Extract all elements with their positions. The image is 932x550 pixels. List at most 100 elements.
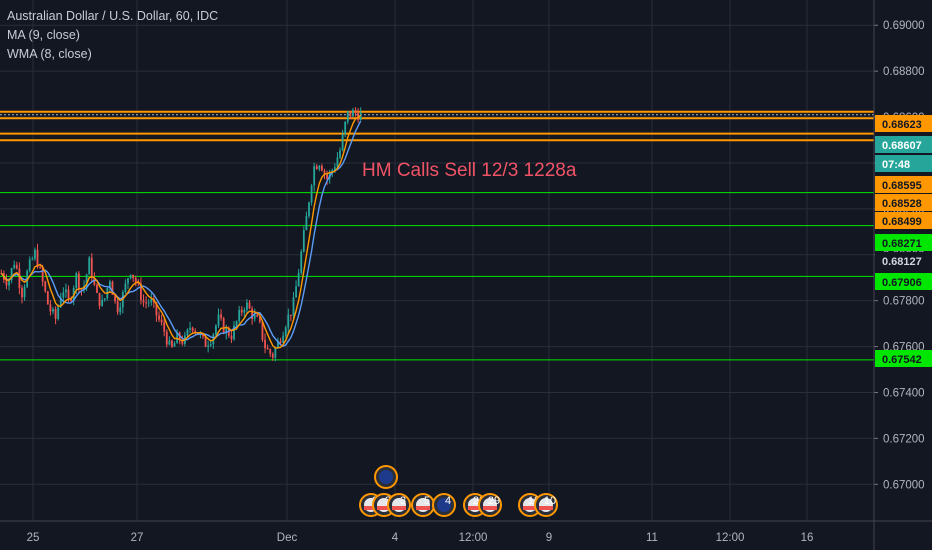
- candle-body: [318, 165, 321, 170]
- candle-body: [93, 277, 96, 285]
- price-tag-bg: [875, 155, 932, 172]
- candle-body: [165, 331, 168, 345]
- y-tick-label: 0.69000: [883, 20, 925, 32]
- candle-body: [114, 295, 116, 302]
- candle-body: [13, 264, 16, 269]
- y-tick-label: 0.67400: [883, 387, 925, 399]
- us-flag-stripe: [416, 506, 430, 510]
- au-flag-icon: [437, 498, 451, 512]
- horizontal-levels[interactable]: [0, 110, 874, 361]
- candle-body: [34, 249, 36, 259]
- candle-body: [289, 314, 292, 316]
- candle-body: [65, 289, 67, 293]
- candle-body: [186, 329, 189, 336]
- x-tick-label: 25: [27, 532, 40, 544]
- candle-body: [354, 109, 357, 114]
- wma-indicator-label[interactable]: WMA (8, close): [7, 47, 92, 61]
- candle-body: [352, 109, 354, 117]
- candle-body: [331, 170, 334, 172]
- candle-body: [279, 340, 282, 343]
- candle-body: [129, 274, 132, 279]
- price-tag-label: 0.68271: [882, 238, 922, 250]
- candle-body: [359, 112, 362, 120]
- candle-body: [147, 302, 150, 304]
- x-tick-label: 12:00: [716, 532, 745, 544]
- candle-body: [233, 325, 235, 340]
- candle-body: [261, 321, 264, 340]
- candle-body: [284, 327, 287, 336]
- candle-body: [44, 281, 47, 292]
- candle-body: [67, 289, 70, 299]
- chart-grid: [0, 0, 874, 521]
- candle-body: [8, 280, 10, 286]
- us-flag-stripe: [377, 506, 391, 510]
- ma-indicator-label[interactable]: MA (9, close): [7, 28, 80, 42]
- us-flag-stripe: [364, 506, 378, 510]
- event-count: 29: [488, 495, 500, 507]
- price-tag-label: 0.67906: [882, 277, 922, 289]
- candle-body: [21, 288, 23, 298]
- candle-body: [103, 298, 106, 300]
- candle-body: [341, 134, 344, 151]
- candle-body: [204, 336, 207, 347]
- candle-body: [137, 282, 140, 284]
- x-tick-label: 4: [392, 532, 399, 544]
- price-tag-label: 0.68127: [882, 256, 922, 268]
- moving-average-lines: [0, 114, 362, 349]
- symbol-title[interactable]: Australian Dollar / U.S. Dollar, 60, IDC: [7, 9, 219, 23]
- price-tag-label: 07:48: [882, 159, 910, 171]
- candle-body: [215, 325, 217, 335]
- candle-body: [253, 314, 256, 319]
- x-tick-label: 11: [646, 532, 658, 544]
- chart-annotation[interactable]: HM Calls Sell 12/3 1228a: [362, 160, 577, 181]
- candle-body: [251, 308, 254, 319]
- candle-body: [160, 319, 163, 323]
- candle-body: [217, 314, 220, 326]
- y-tick-label: 0.68800: [883, 66, 925, 78]
- y-tick-label: 0.67200: [883, 433, 925, 445]
- candle-body: [271, 353, 274, 358]
- price-tag-label: 0.68623: [882, 119, 922, 131]
- price-tag-bg: [875, 273, 932, 290]
- event-count: 5: [424, 495, 430, 507]
- price-tag-label: 0.68607: [882, 140, 922, 152]
- candle-body: [349, 111, 352, 117]
- wma-line: [0, 114, 362, 349]
- candle-body: [88, 257, 91, 275]
- candle-body: [302, 230, 305, 252]
- candle-body: [269, 349, 272, 354]
- candle-body: [108, 281, 111, 288]
- candle-body: [292, 297, 295, 316]
- candle-body: [111, 281, 114, 296]
- price-tag-bg: [875, 350, 932, 367]
- candle-body: [297, 272, 300, 287]
- candle-body: [277, 340, 279, 349]
- candle-body: [116, 301, 119, 313]
- candle-body: [209, 344, 212, 346]
- price-tag-label: 0.67542: [882, 354, 922, 366]
- candle-body: [163, 322, 166, 332]
- candle-body: [96, 284, 98, 293]
- candle-body: [31, 258, 34, 260]
- candle-body: [140, 283, 142, 301]
- price-tag-bg: [875, 176, 932, 193]
- price-tag-bg: [875, 136, 932, 153]
- candle-body: [145, 302, 147, 304]
- candle-body: [300, 251, 303, 273]
- price-tag-label: 0.68595: [882, 180, 922, 192]
- candle-body: [222, 318, 225, 334]
- price-tag-bg: [875, 212, 932, 229]
- candle-body: [142, 300, 145, 303]
- candlestick-series: [0, 107, 362, 362]
- candle-body: [191, 327, 194, 331]
- candle-body: [134, 278, 137, 283]
- candle-body: [344, 121, 347, 135]
- candle-body: [90, 257, 93, 278]
- candle-body: [59, 297, 62, 308]
- candle-body: [101, 299, 104, 306]
- candle-body: [230, 335, 233, 340]
- time-axis[interactable]: 25 27 Dec 4 12:00 9 11 12:00 16: [0, 520, 932, 544]
- economic-events[interactable]: 2335429291010: [359, 465, 558, 517]
- candle-body: [202, 333, 204, 337]
